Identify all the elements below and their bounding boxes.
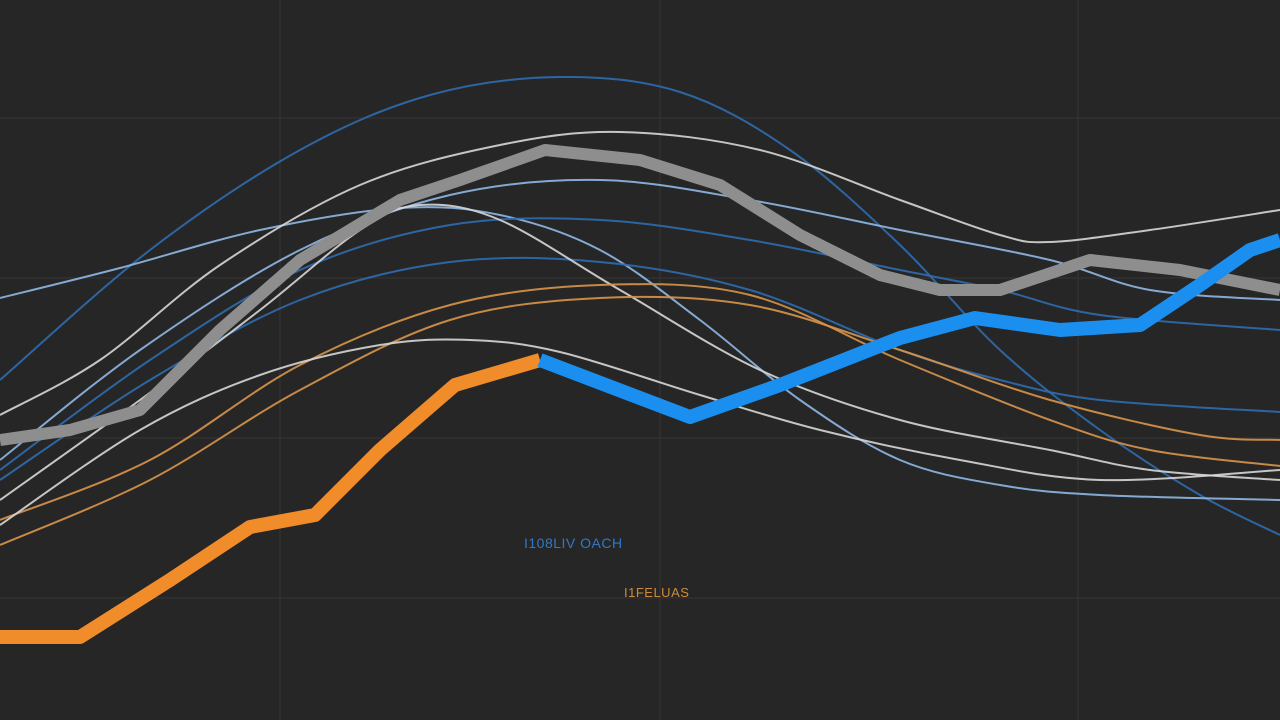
- series-line-5: [0, 217, 1280, 471]
- series-line-8: [0, 295, 1280, 546]
- annotation-label-blue: I108LIV OACH: [524, 535, 623, 551]
- annotation-label-orange: I1FELUAS: [624, 585, 689, 600]
- series-line-11: [0, 144, 1280, 446]
- series-line-10: [0, 338, 1280, 526]
- series-line-4: [0, 178, 1280, 461]
- series-line-3: [0, 130, 1280, 416]
- series-line-9: [0, 283, 1280, 521]
- series-line-13: [537, 233, 1280, 424]
- series-line-6: [0, 256, 1280, 481]
- series-line-12: [0, 353, 542, 644]
- series-line-1: [0, 75, 1280, 536]
- series-lines: [0, 75, 1280, 644]
- series-line-7: [0, 203, 1280, 501]
- series-line-2: [0, 206, 1280, 501]
